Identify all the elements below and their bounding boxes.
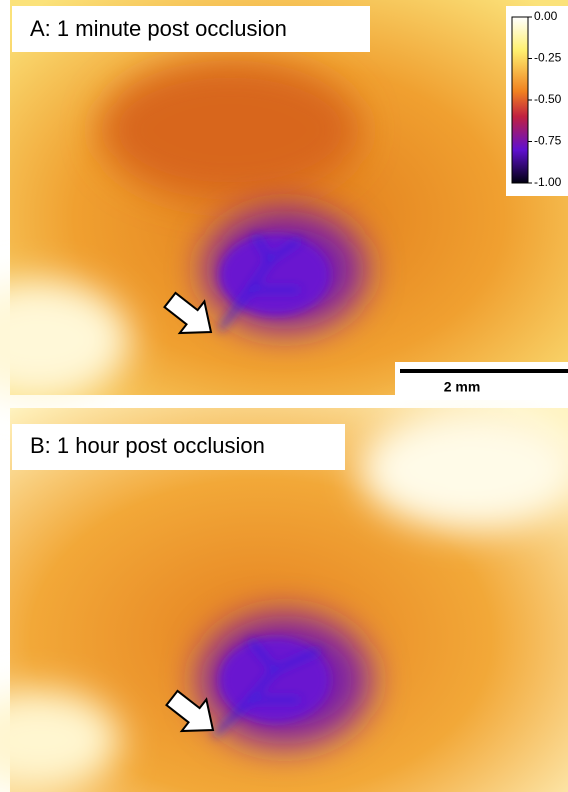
scale-bar-label: 2 mm [444, 379, 481, 395]
colorbar-tick-label: -0.50 [534, 92, 562, 106]
scale-bar-box [395, 362, 568, 400]
figure: A: 1 minute post occlusion B: 1 hour pos… [0, 0, 568, 792]
colorbar-tick-label: -0.25 [534, 51, 562, 65]
colorbar-tick-label: 0.00 [534, 9, 558, 23]
colorbar-tick-label: -0.75 [534, 134, 562, 148]
panel-label: B: 1 hour post occlusion [30, 433, 265, 458]
colorbar-tick-label: -1.00 [534, 175, 562, 189]
colorbar [512, 17, 528, 183]
panel-label: A: 1 minute post occlusion [30, 16, 287, 41]
page: A: 1 minute post occlusion B: 1 hour pos… [0, 0, 568, 792]
panel-a-image [0, 0, 568, 400]
